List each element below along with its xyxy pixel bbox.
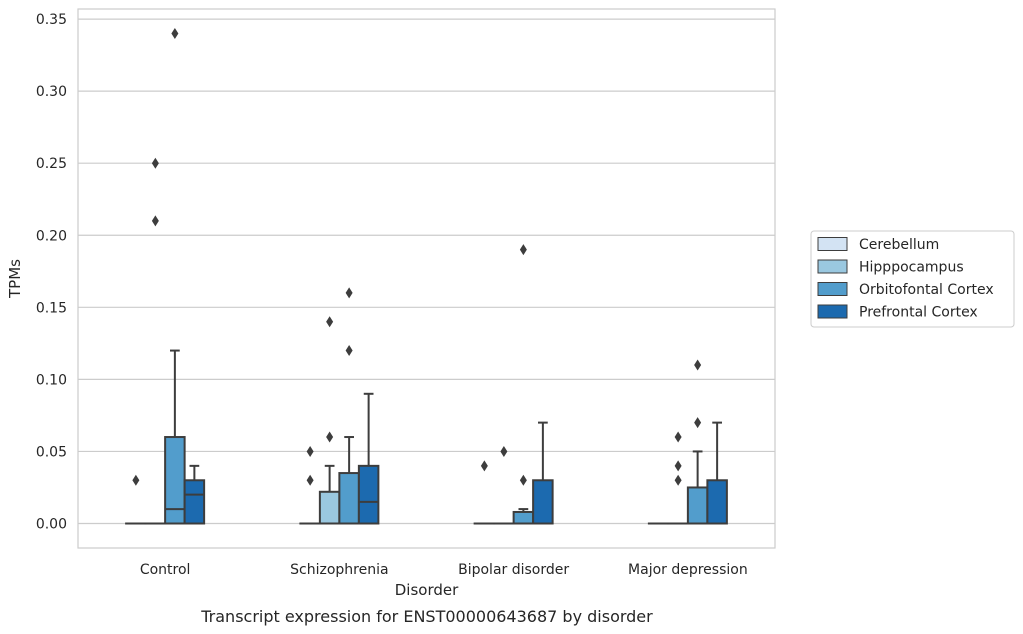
outlier-point: [519, 474, 527, 486]
outlier-point: [151, 215, 159, 227]
outlier-point: [694, 417, 702, 429]
outlier-point: [674, 474, 682, 486]
legend-swatch: [817, 304, 848, 319]
y-axis-label: TPMs: [6, 259, 24, 299]
legend-swatch: [817, 259, 848, 274]
box-prefrontal-cortex: [357, 392, 380, 525]
y-tick-label: 0.25: [36, 156, 67, 172]
y-axis-ticks: 0.00 0.05 0.10 0.15 0.20 0.25 0.30 0.35: [36, 12, 67, 532]
outlier-point: [171, 28, 179, 39]
box-cerebellum: [125, 474, 147, 525]
outlier-point: [151, 157, 159, 169]
y-tick-label: 0.00: [36, 517, 67, 533]
box-orbitofontal-cortex: [164, 28, 186, 525]
outlier-point: [500, 445, 508, 457]
outlier-point: [674, 431, 682, 443]
outlier-point: [326, 316, 334, 328]
box-body: [532, 479, 554, 525]
y-tick-label: 0.15: [36, 300, 67, 316]
outlier-point: [345, 345, 353, 357]
legend-entry: Cerebellum: [859, 237, 939, 253]
outlier-point: [326, 431, 334, 443]
box-cerebellum: [473, 460, 496, 525]
y-tick-label: 0.20: [36, 228, 67, 244]
box-body: [706, 479, 728, 525]
box-hipppocampus: [667, 431, 689, 525]
legend-frame: [810, 230, 1015, 328]
chart-caption: Transcript expression for ENST0000064368…: [200, 607, 653, 626]
y-tick-label: 0.05: [36, 444, 67, 460]
legend-entry: Prefrontal Cortex: [859, 305, 978, 321]
outlier-point: [480, 460, 488, 472]
box-orbitofontal-cortex: [686, 359, 709, 525]
plot-area-frame: [77, 8, 776, 549]
legend-entry: Orbitofontal Cortex: [859, 282, 994, 298]
box-body: [686, 486, 709, 525]
y-tick-label: 0.30: [36, 84, 67, 100]
outlier-point: [306, 445, 314, 457]
outlier-point: [132, 474, 140, 486]
y-tick-label: 0.35: [36, 12, 67, 28]
x-tick-label: Control: [140, 562, 191, 578]
legend-entry: Hipppocampus: [859, 260, 964, 276]
box-body: [164, 436, 186, 525]
box-hipppocampus: [144, 157, 167, 525]
outlier-point: [345, 287, 353, 299]
x-axis-label: Disorder: [395, 581, 459, 599]
box-prefrontal-cortex: [532, 421, 554, 525]
box-body: [512, 510, 535, 525]
box-orbitofontal-cortex: [338, 287, 360, 525]
x-tick-label: Major depression: [628, 562, 748, 578]
box-plot-marks: [125, 28, 728, 525]
legend-swatch: [817, 237, 848, 251]
x-axis-ticks: Control Schizophrenia Bipolar disorder Majo…: [140, 562, 748, 578]
legend-swatch: [817, 282, 848, 296]
x-tick-label: Schizophrenia: [290, 562, 388, 578]
box-prefrontal-cortex: [183, 464, 206, 525]
outlier-point: [674, 460, 682, 472]
box-body: [183, 479, 206, 525]
box-cerebellum: [299, 445, 321, 525]
box-body: [338, 472, 360, 525]
box-body: [318, 490, 341, 525]
outlier-point: [306, 474, 314, 486]
box-body: [357, 464, 380, 525]
legend: Cerebellum Hipppocampus Orbitofontal Corte…: [810, 230, 1015, 328]
box-prefrontal-cortex: [706, 421, 728, 525]
gridlines: [78, 18, 775, 525]
box-orbitofontal-cortex: [512, 244, 535, 525]
x-tick-label: Bipolar disorder: [458, 562, 569, 578]
outlier-point: [519, 244, 527, 256]
box-hipppocampus: [318, 316, 341, 525]
box-hipppocampus: [493, 445, 515, 525]
outlier-point: [694, 359, 702, 371]
y-tick-label: 0.10: [36, 372, 67, 388]
